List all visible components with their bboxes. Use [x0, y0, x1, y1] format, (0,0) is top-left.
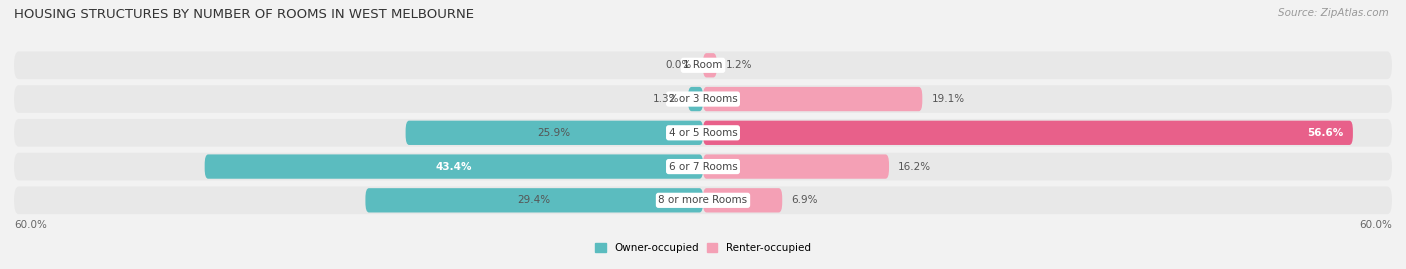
- FancyBboxPatch shape: [205, 154, 703, 179]
- Text: Source: ZipAtlas.com: Source: ZipAtlas.com: [1278, 8, 1389, 18]
- Text: 19.1%: 19.1%: [932, 94, 965, 104]
- Text: 6.9%: 6.9%: [792, 195, 818, 205]
- Text: 60.0%: 60.0%: [14, 220, 46, 230]
- Text: 6 or 7 Rooms: 6 or 7 Rooms: [669, 162, 737, 172]
- FancyBboxPatch shape: [14, 153, 1392, 180]
- FancyBboxPatch shape: [366, 188, 703, 213]
- Text: 60.0%: 60.0%: [1360, 220, 1392, 230]
- FancyBboxPatch shape: [14, 85, 1392, 113]
- FancyBboxPatch shape: [703, 188, 782, 213]
- Text: HOUSING STRUCTURES BY NUMBER OF ROOMS IN WEST MELBOURNE: HOUSING STRUCTURES BY NUMBER OF ROOMS IN…: [14, 8, 474, 21]
- Text: 4 or 5 Rooms: 4 or 5 Rooms: [669, 128, 737, 138]
- Text: 56.6%: 56.6%: [1308, 128, 1344, 138]
- Text: 0.0%: 0.0%: [665, 60, 692, 70]
- Text: 29.4%: 29.4%: [517, 195, 551, 205]
- Text: 2 or 3 Rooms: 2 or 3 Rooms: [669, 94, 737, 104]
- FancyBboxPatch shape: [703, 87, 922, 111]
- FancyBboxPatch shape: [703, 53, 717, 77]
- Text: 1.2%: 1.2%: [725, 60, 752, 70]
- Text: 16.2%: 16.2%: [898, 162, 931, 172]
- Text: 8 or more Rooms: 8 or more Rooms: [658, 195, 748, 205]
- FancyBboxPatch shape: [703, 154, 889, 179]
- FancyBboxPatch shape: [405, 121, 703, 145]
- FancyBboxPatch shape: [14, 119, 1392, 147]
- FancyBboxPatch shape: [703, 121, 1353, 145]
- Text: 25.9%: 25.9%: [537, 128, 571, 138]
- Text: 1 Room: 1 Room: [683, 60, 723, 70]
- Text: 1.3%: 1.3%: [652, 94, 679, 104]
- FancyBboxPatch shape: [14, 186, 1392, 214]
- Text: 43.4%: 43.4%: [436, 162, 472, 172]
- Legend: Owner-occupied, Renter-occupied: Owner-occupied, Renter-occupied: [595, 243, 811, 253]
- FancyBboxPatch shape: [14, 51, 1392, 79]
- FancyBboxPatch shape: [688, 87, 703, 111]
